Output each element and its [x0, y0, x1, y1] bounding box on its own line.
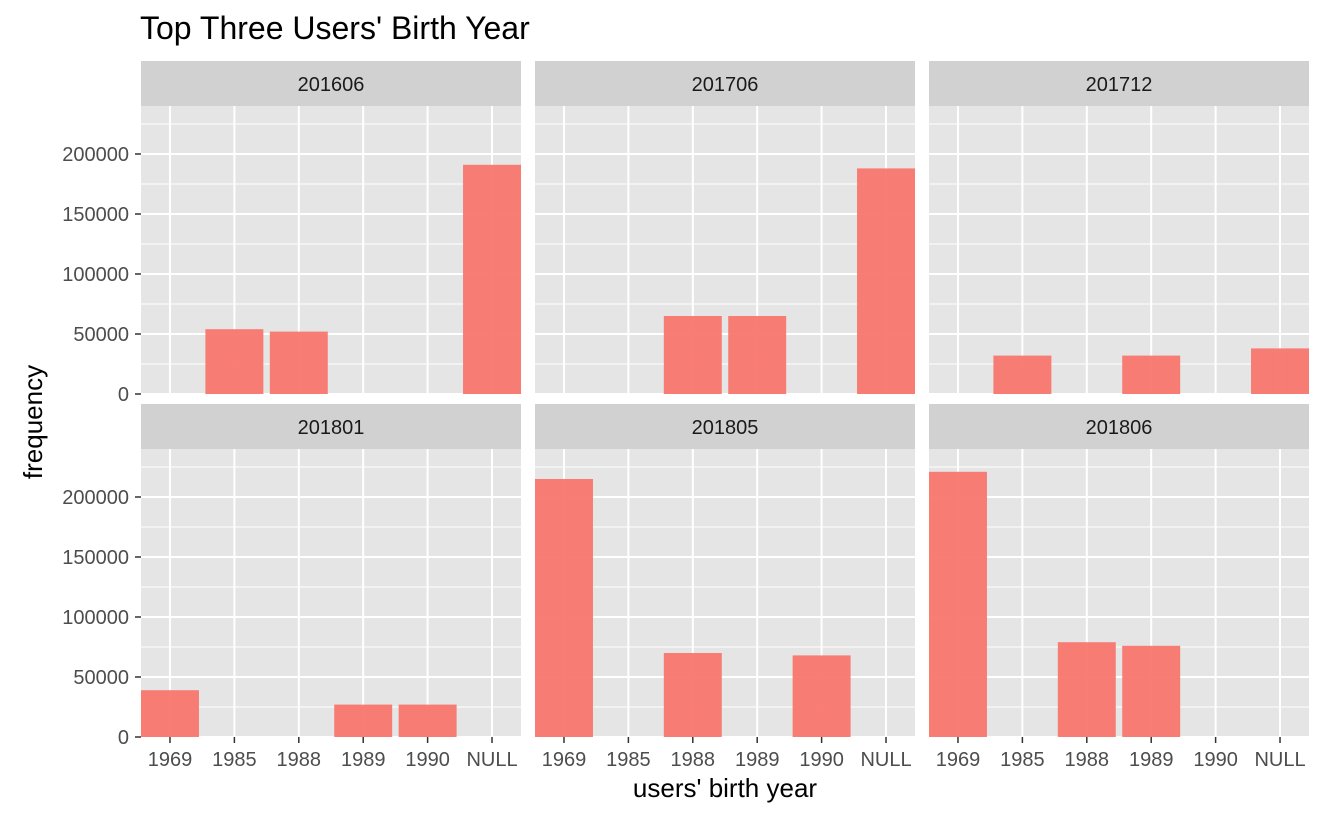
x-tick-label: 1989 — [1129, 749, 1174, 771]
y-tick-label: 150000 — [62, 547, 129, 569]
bar-201606-1988 — [269, 331, 328, 394]
x-tick-label: 1989 — [735, 749, 780, 771]
x-tick-label: 1990 — [1193, 749, 1238, 771]
bar-201706-1989 — [728, 316, 787, 394]
bar-201805-1990 — [792, 655, 851, 737]
bar-201801-1969 — [141, 690, 199, 737]
y-tick-label: 200000 — [62, 144, 129, 166]
x-axis-title: users' birth year — [633, 773, 817, 803]
x-tick-label: 1985 — [606, 749, 651, 771]
y-tick-label: 0 — [118, 727, 129, 749]
bar-201606-1985 — [205, 329, 264, 394]
y-tick-label: 100000 — [62, 264, 129, 286]
facet-strip — [929, 61, 1309, 106]
y-tick-label: 200000 — [62, 487, 129, 509]
bar-201801-1989 — [334, 704, 393, 737]
facet-strip-label: 201806 — [1086, 417, 1153, 439]
bar-201606-NULL — [463, 164, 521, 394]
facet-panel-201805: 201805 1969 1985 1988 1989 1990 NULL — [535, 404, 915, 771]
x-tick-label: 1985 — [1000, 749, 1045, 771]
facet-panel-201606: 201606 0 50000 100000 150000 200000 — [62, 61, 521, 406]
bar-201805-1988 — [663, 653, 722, 737]
x-tick-label: 1969 — [936, 749, 981, 771]
bar-201712-1989 — [1122, 355, 1181, 394]
chart-title: Top Three Users' Birth Year — [140, 10, 530, 46]
facet-panel-201801: 201801 0 50000 100000 150000 200000 1969 1985 19… — [62, 404, 521, 771]
x-tick-label: NULL — [466, 749, 517, 771]
facet-strip — [535, 404, 915, 449]
x-tick-label: 1969 — [542, 749, 587, 771]
facet-panel-201706: 201706 — [535, 61, 915, 395]
x-tick-label: 1985 — [212, 749, 257, 771]
y-tick-label: 0 — [118, 384, 129, 406]
bar-201706-1988 — [663, 316, 722, 394]
bar-201806-1969 — [929, 471, 987, 737]
facet-panel-201712: 201712 — [929, 61, 1309, 395]
facet-panel-201806: 201806 1969 1985 1988 1989 1990 NULL — [929, 404, 1309, 771]
x-tick-label: 1990 — [405, 749, 450, 771]
x-tick-label: 1988 — [671, 749, 716, 771]
facet-strip — [929, 404, 1309, 449]
facet-strip-label: 201805 — [692, 417, 759, 439]
x-tick-label: 1990 — [799, 749, 844, 771]
bar-201712-1985 — [993, 355, 1052, 394]
y-axis-title: frequency — [18, 365, 48, 479]
facet-strip — [141, 404, 521, 449]
y-tick-label: 150000 — [62, 204, 129, 226]
bar-201806-1989 — [1122, 645, 1181, 737]
x-tick-label: NULL — [1254, 749, 1305, 771]
x-tick-label: NULL — [860, 749, 911, 771]
bar-201805-1969 — [535, 479, 593, 737]
facet-strip-label: 201712 — [1086, 74, 1153, 96]
bar-201712-NULL — [1251, 348, 1309, 394]
y-tick-label: 50000 — [73, 324, 129, 346]
facet-strip-label: 201706 — [692, 74, 759, 96]
y-tick-label: 100000 — [62, 607, 129, 629]
bar-201706-NULL — [857, 168, 915, 394]
facet-panels: 201606 0 50000 100000 150000 200000 201706 2017… — [62, 61, 1309, 771]
x-tick-label: 1988 — [277, 749, 322, 771]
facet-strip — [141, 61, 521, 106]
x-tick-label: 1988 — [1065, 749, 1110, 771]
facet-strip — [535, 61, 915, 106]
x-tick-label: 1989 — [341, 749, 386, 771]
bar-201801-1990 — [398, 704, 457, 737]
bar-201806-1988 — [1057, 642, 1116, 737]
facet-strip-label: 201801 — [298, 417, 365, 439]
facet-strip-label: 201606 — [298, 74, 365, 96]
x-tick-label: 1969 — [148, 749, 193, 771]
y-tick-label: 50000 — [73, 667, 129, 689]
